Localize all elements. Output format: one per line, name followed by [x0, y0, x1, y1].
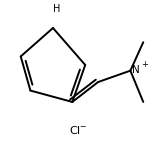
Text: +: + [141, 60, 148, 69]
Text: Cl$^{-}$: Cl$^{-}$ [70, 124, 88, 136]
Text: H: H [52, 4, 60, 14]
Text: N: N [132, 65, 140, 75]
